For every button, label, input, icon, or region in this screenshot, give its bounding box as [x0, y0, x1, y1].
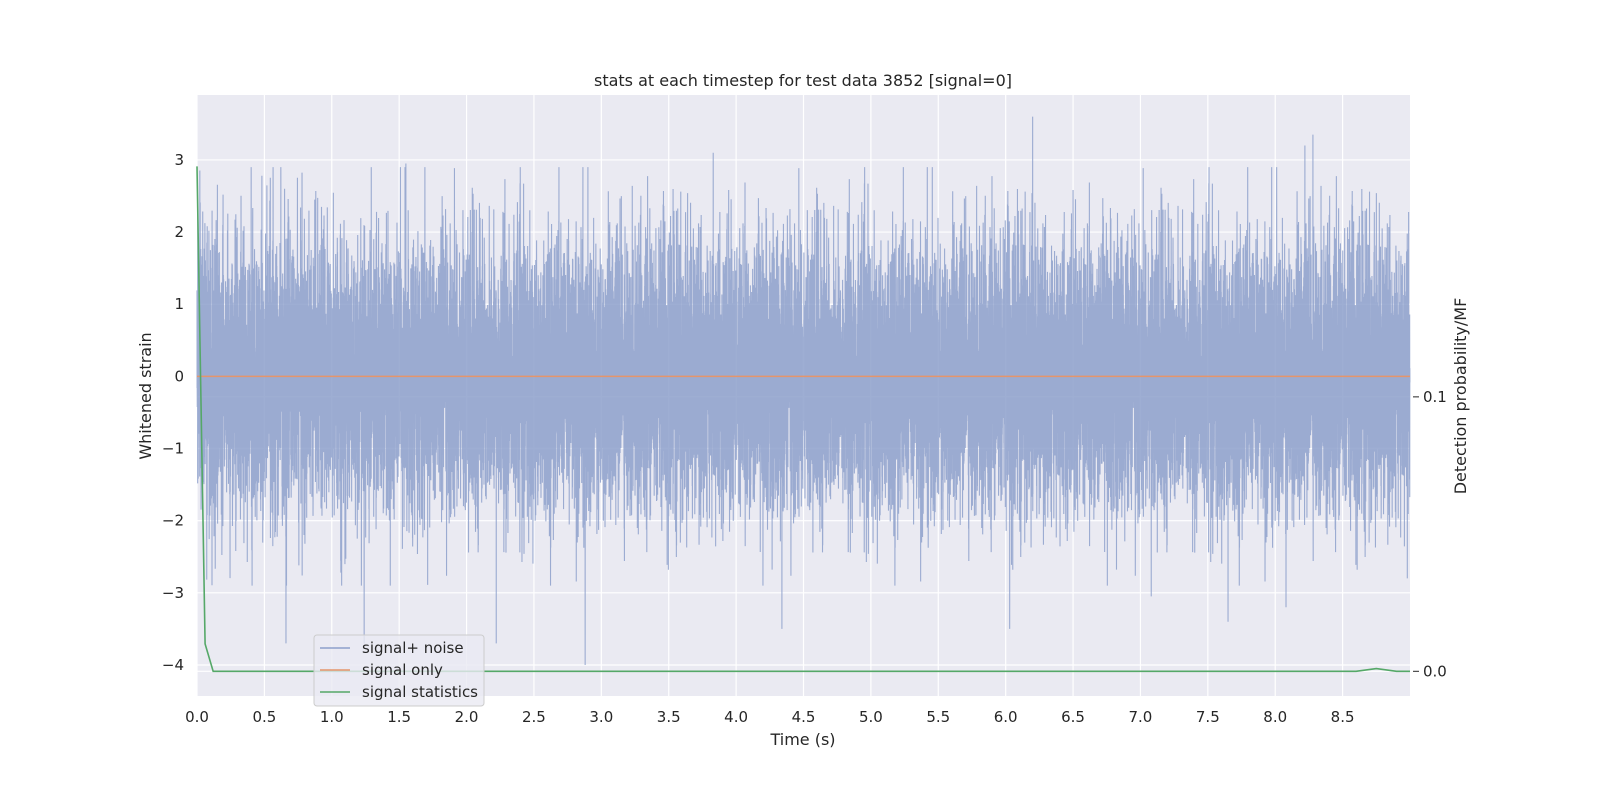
- x-tick-label: 3.0: [589, 708, 613, 726]
- legend-label-signal-only: signal only: [362, 661, 443, 679]
- x-tick-label: 4.0: [724, 708, 748, 726]
- x-tick-label: 1.0: [320, 708, 344, 726]
- y-tick-label: 2: [174, 223, 184, 241]
- x-axis: 0.0 0.5 1.0 1.5 2.0 2.5 3.0 3.5 4.0 4.5 5.0 5.5 6.0 6…: [185, 708, 1354, 726]
- x-tick-label: 5.0: [859, 708, 883, 726]
- series-line-signal-statistics: [196, 166, 1410, 673]
- x-tick-label: 2.0: [455, 708, 479, 726]
- y-tick-label: −3: [162, 584, 184, 602]
- series-line-signal-noise: [196, 116, 1411, 665]
- legend: signal+ noise signal only signal statist…: [313, 634, 485, 707]
- x-tick-label: 6.0: [994, 708, 1018, 726]
- y2-tick-label: 0.1: [1423, 388, 1447, 406]
- x-tick-label: 7.5: [1196, 708, 1220, 726]
- series-layer: [196, 116, 1411, 673]
- x-tick-label: 8.0: [1263, 708, 1287, 726]
- legend-label-signal-noise: signal+ noise: [362, 639, 464, 657]
- legend-label-signal-statistics: signal statistics: [362, 683, 478, 701]
- x-tick-label: 2.5: [522, 708, 546, 726]
- y-tick-label: −1: [162, 440, 184, 458]
- y-axis-label: Whitened strain: [136, 332, 155, 459]
- x-tick-label: 0.5: [252, 708, 276, 726]
- x-tick-label: 7.0: [1129, 708, 1153, 726]
- y2-axis-label: Detection probability/MF: [1451, 298, 1470, 495]
- x-axis-label: Time (s): [769, 730, 835, 749]
- y2-tick-label: 0.0: [1423, 662, 1447, 680]
- y-tick-label: 0: [174, 367, 184, 385]
- x-tick-label: 3.5: [657, 708, 681, 726]
- y-tick-label: −4: [162, 656, 184, 674]
- x-tick-label: 4.5: [792, 708, 816, 726]
- x-tick-label: 1.5: [387, 708, 411, 726]
- chart-title: stats at each timestep for test data 385…: [594, 71, 1012, 90]
- y-axis: 3 2 1 0 −1 −2 −3 −4: [162, 151, 184, 674]
- x-tick-label: 8.5: [1331, 708, 1355, 726]
- x-tick-label: 0.0: [185, 708, 209, 726]
- y-tick-label: −2: [162, 512, 184, 530]
- y2-axis: 0.1 0.0: [1413, 388, 1447, 680]
- y-tick-label: 1: [174, 295, 184, 313]
- legend-box: [313, 634, 485, 707]
- x-tick-label: 6.5: [1061, 708, 1085, 726]
- x-tick-label: 5.5: [926, 708, 950, 726]
- y-tick-label: 3: [174, 151, 184, 169]
